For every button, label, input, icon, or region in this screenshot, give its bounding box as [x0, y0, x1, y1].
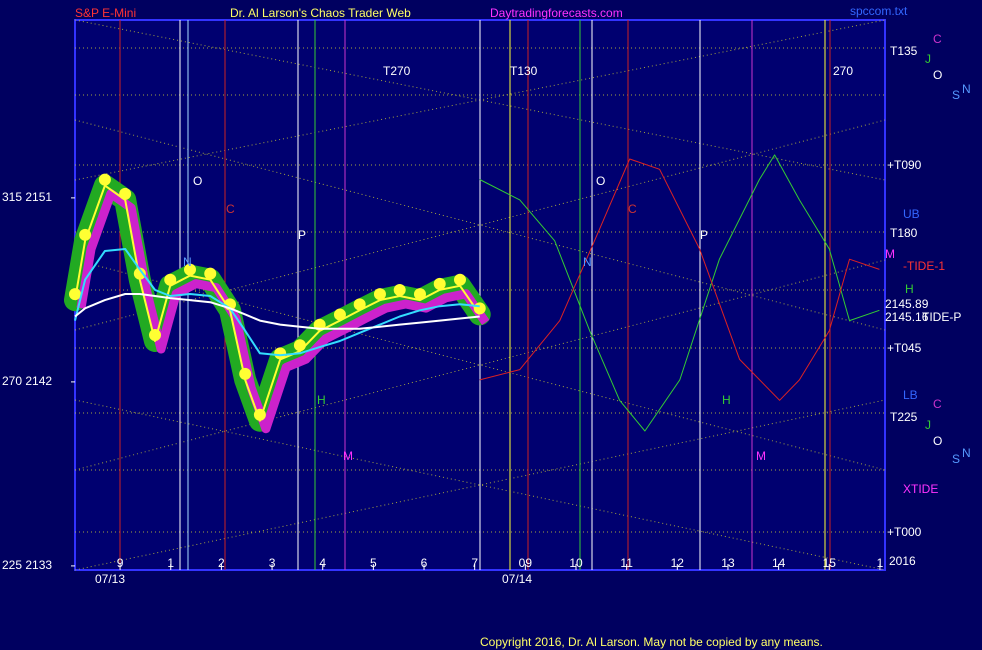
annotation: C — [933, 397, 942, 411]
x-tick-label: 5 — [370, 556, 377, 570]
annotation: LB — [903, 388, 918, 402]
x-tick-label: 9 — [117, 556, 124, 570]
annotation: S — [952, 88, 960, 102]
price-dot — [164, 273, 177, 286]
annotation: T130 — [510, 64, 538, 78]
annotation: S&P E-Mini — [75, 6, 136, 20]
price-dot — [433, 277, 446, 290]
annotation: T270 — [383, 64, 411, 78]
annotation: P — [700, 228, 708, 242]
price-dot — [373, 288, 386, 301]
price-dot — [393, 284, 406, 297]
time-markers — [119, 20, 831, 570]
series-line — [74, 293, 480, 330]
annotation: -TIDE-1 — [903, 259, 945, 273]
annotation: T180 — [890, 226, 918, 240]
annotation: H — [722, 393, 731, 407]
annotation: N — [962, 446, 971, 460]
annotation: P — [298, 228, 306, 242]
price-dot — [204, 267, 217, 280]
x-tick-label: 12 — [671, 556, 685, 570]
series-line — [74, 248, 480, 357]
x-tick-label: 10 — [569, 556, 583, 570]
annotation: 270 — [833, 64, 853, 78]
annotation: Dr. Al Larson's Chaos Trader Web — [230, 6, 411, 20]
x-tick-label: 1 — [877, 556, 884, 570]
series-line — [479, 154, 880, 432]
annotation: N — [583, 255, 592, 269]
price-dot — [293, 339, 306, 352]
y-tick-label: 270 2142 — [2, 374, 52, 388]
annotation: O — [933, 434, 942, 448]
price-trail — [76, 189, 490, 434]
annotation: T225 — [890, 410, 918, 424]
series-line — [479, 158, 880, 401]
price-dot — [333, 308, 346, 321]
annotation: H — [905, 282, 914, 296]
price-dot — [98, 173, 111, 186]
annotation: 2145.16 — [885, 310, 929, 324]
y-tick-label: 225 2133 — [2, 558, 52, 572]
x-tick-label: 15 — [823, 556, 837, 570]
x-tick-label: 2 — [218, 556, 225, 570]
annotation: TIDE-P — [922, 310, 961, 324]
annotation: H — [317, 393, 326, 407]
annotation: M — [885, 247, 895, 261]
annotation: O — [596, 174, 605, 188]
x-tick-label: 11 — [620, 556, 633, 570]
price-dot — [413, 288, 426, 301]
annotation: J — [925, 52, 931, 66]
annotation: M — [756, 449, 766, 463]
annotation: N — [962, 82, 971, 96]
x-tick-label: 6 — [421, 556, 428, 570]
price-dot — [274, 347, 287, 360]
series-line — [74, 184, 481, 422]
annotation: C — [628, 202, 637, 216]
annotation: Daytradingforecasts.com — [490, 6, 623, 20]
annotation: Copyright 2016, Dr. Al Larson. May not b… — [480, 635, 823, 649]
x-tick-label: 14 — [772, 556, 786, 570]
annotation: +T090 — [887, 158, 922, 172]
x-tick-label: 3 — [269, 556, 276, 570]
annotation: M — [343, 449, 353, 463]
annotation: N — [183, 255, 192, 269]
price-dot — [183, 263, 196, 276]
annotation: 2145.89 — [885, 297, 929, 311]
annotation: spccom.txt — [850, 4, 908, 18]
price-dot — [453, 273, 466, 286]
y-tick-label: 315 2151 — [2, 190, 52, 204]
x-tick-label: 7 — [471, 556, 478, 570]
annotation: UB — [903, 207, 920, 221]
annotation: XTIDE — [903, 482, 938, 496]
x-tick-label: 4 — [319, 556, 326, 570]
price-dot — [353, 298, 366, 311]
price-dot — [69, 288, 81, 301]
x-tick-label: 13 — [721, 556, 735, 570]
annotation: S — [952, 452, 960, 466]
price-dot — [133, 267, 146, 280]
annotation: T135 — [890, 44, 918, 58]
annotation: +T045 — [887, 341, 922, 355]
annotation: O — [193, 174, 202, 188]
annotation: 07/13 — [95, 572, 125, 586]
annotation: O — [933, 68, 942, 82]
annotation: J — [925, 418, 931, 432]
x-tick-label: 1 — [167, 556, 174, 570]
annotation: 2016 — [889, 554, 916, 568]
annotation: 07/14 — [502, 572, 532, 586]
annotation: C — [933, 32, 942, 46]
x-tick-label: 09 — [519, 556, 533, 570]
annotation: +T000 — [887, 525, 922, 539]
annotation: C — [226, 202, 235, 216]
